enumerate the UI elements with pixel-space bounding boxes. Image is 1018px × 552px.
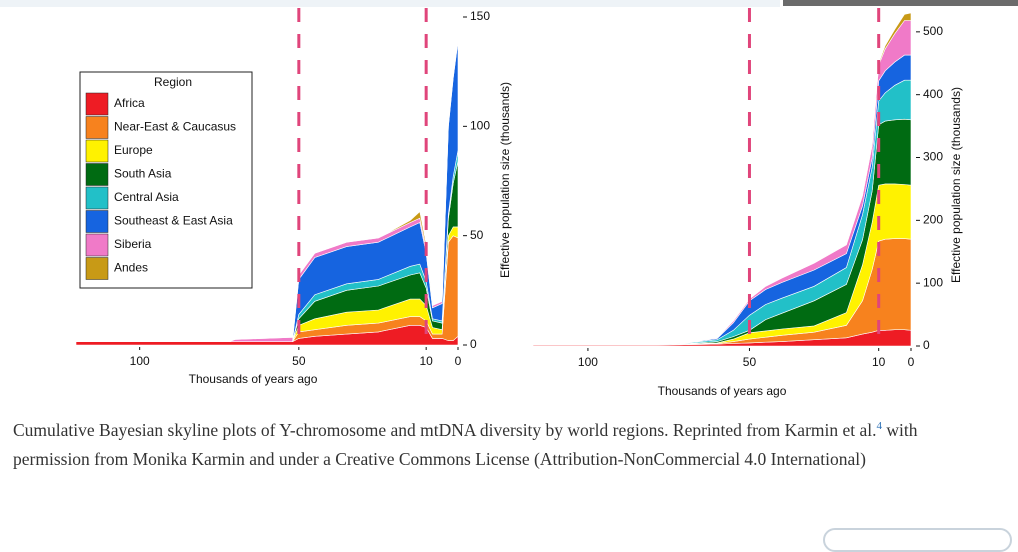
legend-swatch: [85, 210, 109, 233]
legend-title: Region: [154, 75, 192, 89]
y-axis-label: Effective population size (thousands): [498, 82, 512, 278]
x-tick-label: 100: [578, 355, 598, 369]
legend-label: Siberia: [114, 237, 152, 251]
legend-swatch: [85, 92, 109, 116]
x-axis-label: Thousands of years ago: [658, 384, 787, 398]
y-tick-label: 300: [923, 150, 943, 164]
legend-swatch: [85, 139, 109, 163]
legend-swatch: [85, 233, 109, 257]
x-tick-label: 10: [872, 355, 886, 369]
legend-swatch: [85, 116, 109, 139]
y-tick-label: 100: [923, 275, 943, 289]
legend-swatch: [85, 186, 109, 210]
area: [75, 325, 459, 346]
citation[interactable]: 4: [876, 420, 883, 432]
legend-swatch: [85, 257, 109, 280]
legend-box: [79, 71, 253, 289]
legend-label: Southeast & East Asia: [114, 214, 233, 228]
legend-label: Central Asia: [114, 190, 179, 204]
legend-label: South Asia: [114, 167, 172, 181]
y-tick-label: 400: [923, 87, 943, 101]
y-tick-label: 50: [470, 228, 484, 242]
y-tick-label: 200: [923, 213, 943, 227]
x-tick-label: 0: [908, 355, 915, 369]
y-tick-label: 150: [470, 9, 490, 23]
x-tick-label: 100: [130, 354, 150, 368]
top-bar: [0, 0, 780, 7]
legend-label: Africa: [114, 96, 145, 110]
x-axis-label: Thousands of years ago: [189, 372, 318, 386]
button[interactable]: [823, 528, 1012, 552]
caption-text: with permission from Monika Karmin and u…: [13, 419, 918, 469]
caption-text: Cumulative Bayesian skyline plots of Y-c…: [13, 419, 877, 440]
legend-label: Andes: [114, 261, 148, 275]
x-tick-label: 10: [419, 354, 433, 368]
y-axis-label: Effective population size (thousands): [949, 87, 963, 283]
legend-swatch: [85, 163, 109, 186]
legend-label: Near-East & Caucasus: [114, 120, 236, 134]
x-tick-label: 50: [292, 354, 306, 368]
y-tick-label: 0: [923, 338, 930, 352]
toolbar: [783, 0, 1018, 6]
x-tick-label: 0: [455, 354, 462, 368]
y-tick-label: 100: [470, 119, 490, 133]
caption: Cumulative Bayesian skyline plots of Y-c…: [13, 412, 983, 474]
area: [533, 12, 912, 346]
y-tick-label: 0: [470, 337, 477, 351]
x-tick-label: 50: [743, 355, 757, 369]
legend-label: Europe: [114, 143, 153, 157]
area: [76, 36, 459, 342]
y-tick-label: 500: [923, 24, 943, 38]
